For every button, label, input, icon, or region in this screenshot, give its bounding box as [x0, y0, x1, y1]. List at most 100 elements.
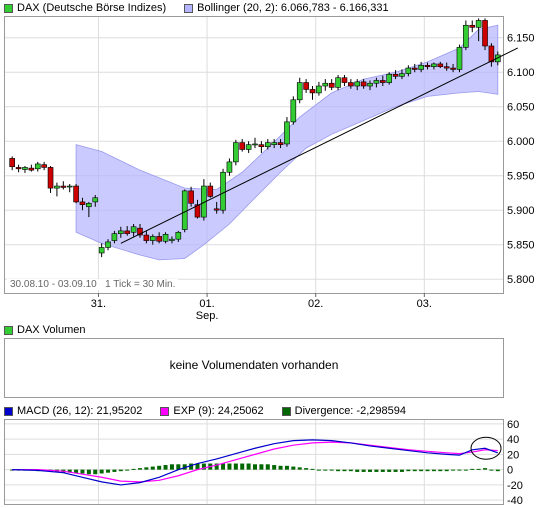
candle-body — [264, 142, 271, 148]
price-x-tick-label: 03. — [417, 298, 432, 310]
divergence-bar — [189, 463, 194, 470]
candle-body — [463, 24, 469, 48]
price-y-tick-label: 5.800 — [507, 274, 535, 286]
divergence-bar — [201, 463, 206, 470]
candle-body — [207, 185, 214, 197]
price-y-tick-label: 5.850 — [507, 240, 535, 252]
divergence-bar — [144, 467, 149, 470]
candle-body — [47, 167, 54, 189]
candle — [354, 79, 361, 91]
macd-legend-label: MACD (26, 12): 21,95202 — [17, 405, 143, 417]
candle — [322, 79, 329, 91]
candle — [245, 141, 252, 153]
candle — [450, 63, 456, 73]
divergence-legend-label: Divergence: -2,298594 — [294, 405, 406, 417]
candle — [379, 75, 386, 86]
price-x-sublabel: Sep. — [196, 310, 219, 322]
divergence-bar — [399, 469, 404, 472]
divergence-bar — [176, 464, 181, 470]
no-volume-message: keine Volumendaten vorhanden — [169, 358, 339, 372]
divergence-bar — [310, 468, 315, 470]
exp-legend-label: EXP (9): 24,25062 — [173, 405, 264, 417]
divergence-bar — [463, 469, 468, 471]
divergence-bar — [387, 469, 392, 472]
candle-body — [143, 234, 150, 241]
divergence-bar — [259, 464, 264, 470]
candle-body — [130, 226, 137, 233]
candle — [41, 161, 47, 171]
volume-legend-swatch — [4, 325, 13, 335]
trend-line — [120, 47, 519, 244]
candle — [284, 117, 290, 147]
divergence-bar — [182, 464, 187, 470]
divergence-bar — [214, 463, 219, 470]
volume-legend: DAX Volumen — [4, 323, 85, 337]
macd-panel — [4, 419, 504, 505]
candle-body — [188, 190, 194, 204]
price-chart: 6.150 6.100 6.050 6.000 5.950 5.900 5.850 5.800… — [5, 17, 535, 322]
candle-body — [482, 20, 488, 47]
candle — [443, 62, 450, 71]
candle-body — [41, 164, 47, 168]
macd-legend: MACD (26, 12): 21,95202 EXP (9): 24,2506… — [4, 404, 406, 418]
candle — [277, 139, 284, 149]
divergence-bar — [150, 466, 155, 470]
candle — [482, 18, 488, 51]
candle — [175, 230, 182, 242]
volume-legend-label: DAX Volumen — [17, 324, 86, 336]
candle — [431, 62, 437, 70]
candle-body — [405, 67, 412, 74]
divergence-bar — [80, 469, 85, 474]
divergence-bar — [233, 463, 238, 470]
candle — [411, 63, 418, 73]
candle — [418, 61, 424, 73]
candle-body — [411, 67, 418, 70]
price-y-tick-label: 6.000 — [507, 136, 535, 148]
divergence-bar — [342, 469, 347, 472]
divergence-bar — [323, 469, 328, 471]
candle-body — [367, 82, 373, 87]
divergence-bar — [284, 465, 289, 470]
candle — [316, 81, 322, 96]
divergence-bar — [137, 468, 142, 470]
candle — [233, 139, 239, 166]
divergence-bar — [163, 465, 168, 470]
candle-body — [245, 144, 252, 150]
macd-y-tick-label: 0 — [507, 465, 513, 477]
candle-body — [73, 185, 79, 203]
price-x-tick-label: 31. — [91, 298, 106, 310]
candle — [15, 164, 22, 173]
divergence-bar — [329, 469, 334, 471]
candle — [463, 20, 469, 51]
candle-body — [15, 167, 22, 170]
candle — [111, 230, 118, 244]
candle-body — [316, 85, 322, 94]
divergence-bar — [419, 469, 424, 472]
price-y-tick-label: 6.150 — [507, 33, 535, 45]
candle-body — [105, 241, 111, 248]
divergence-bar — [374, 469, 379, 472]
price-x-tick-label: 01. — [199, 298, 214, 310]
price-y-tick-label: 6.100 — [507, 67, 535, 79]
bollinger-legend-label: Bollinger (20, 2): 6.066,783 - 6.166,331 — [197, 2, 389, 14]
candle — [137, 224, 143, 238]
candle-body — [271, 142, 277, 145]
volume-panel — [4, 338, 504, 398]
candle — [194, 199, 201, 219]
divergence-bar — [195, 463, 200, 470]
divergence-bar — [348, 469, 353, 472]
exp-legend-swatch — [160, 406, 170, 416]
divergence-bar — [457, 469, 462, 471]
candle — [424, 62, 431, 70]
candle-body — [418, 65, 424, 70]
candle — [258, 141, 265, 153]
candle-body — [309, 89, 316, 94]
price-y-tick-label: 6.050 — [507, 102, 535, 114]
candle — [156, 232, 162, 244]
candle — [143, 230, 150, 244]
candle-body — [252, 143, 258, 146]
candle — [162, 232, 169, 244]
candle — [335, 74, 341, 91]
macd-y-tick-label: 20 — [507, 449, 519, 461]
candle-body — [488, 45, 495, 63]
